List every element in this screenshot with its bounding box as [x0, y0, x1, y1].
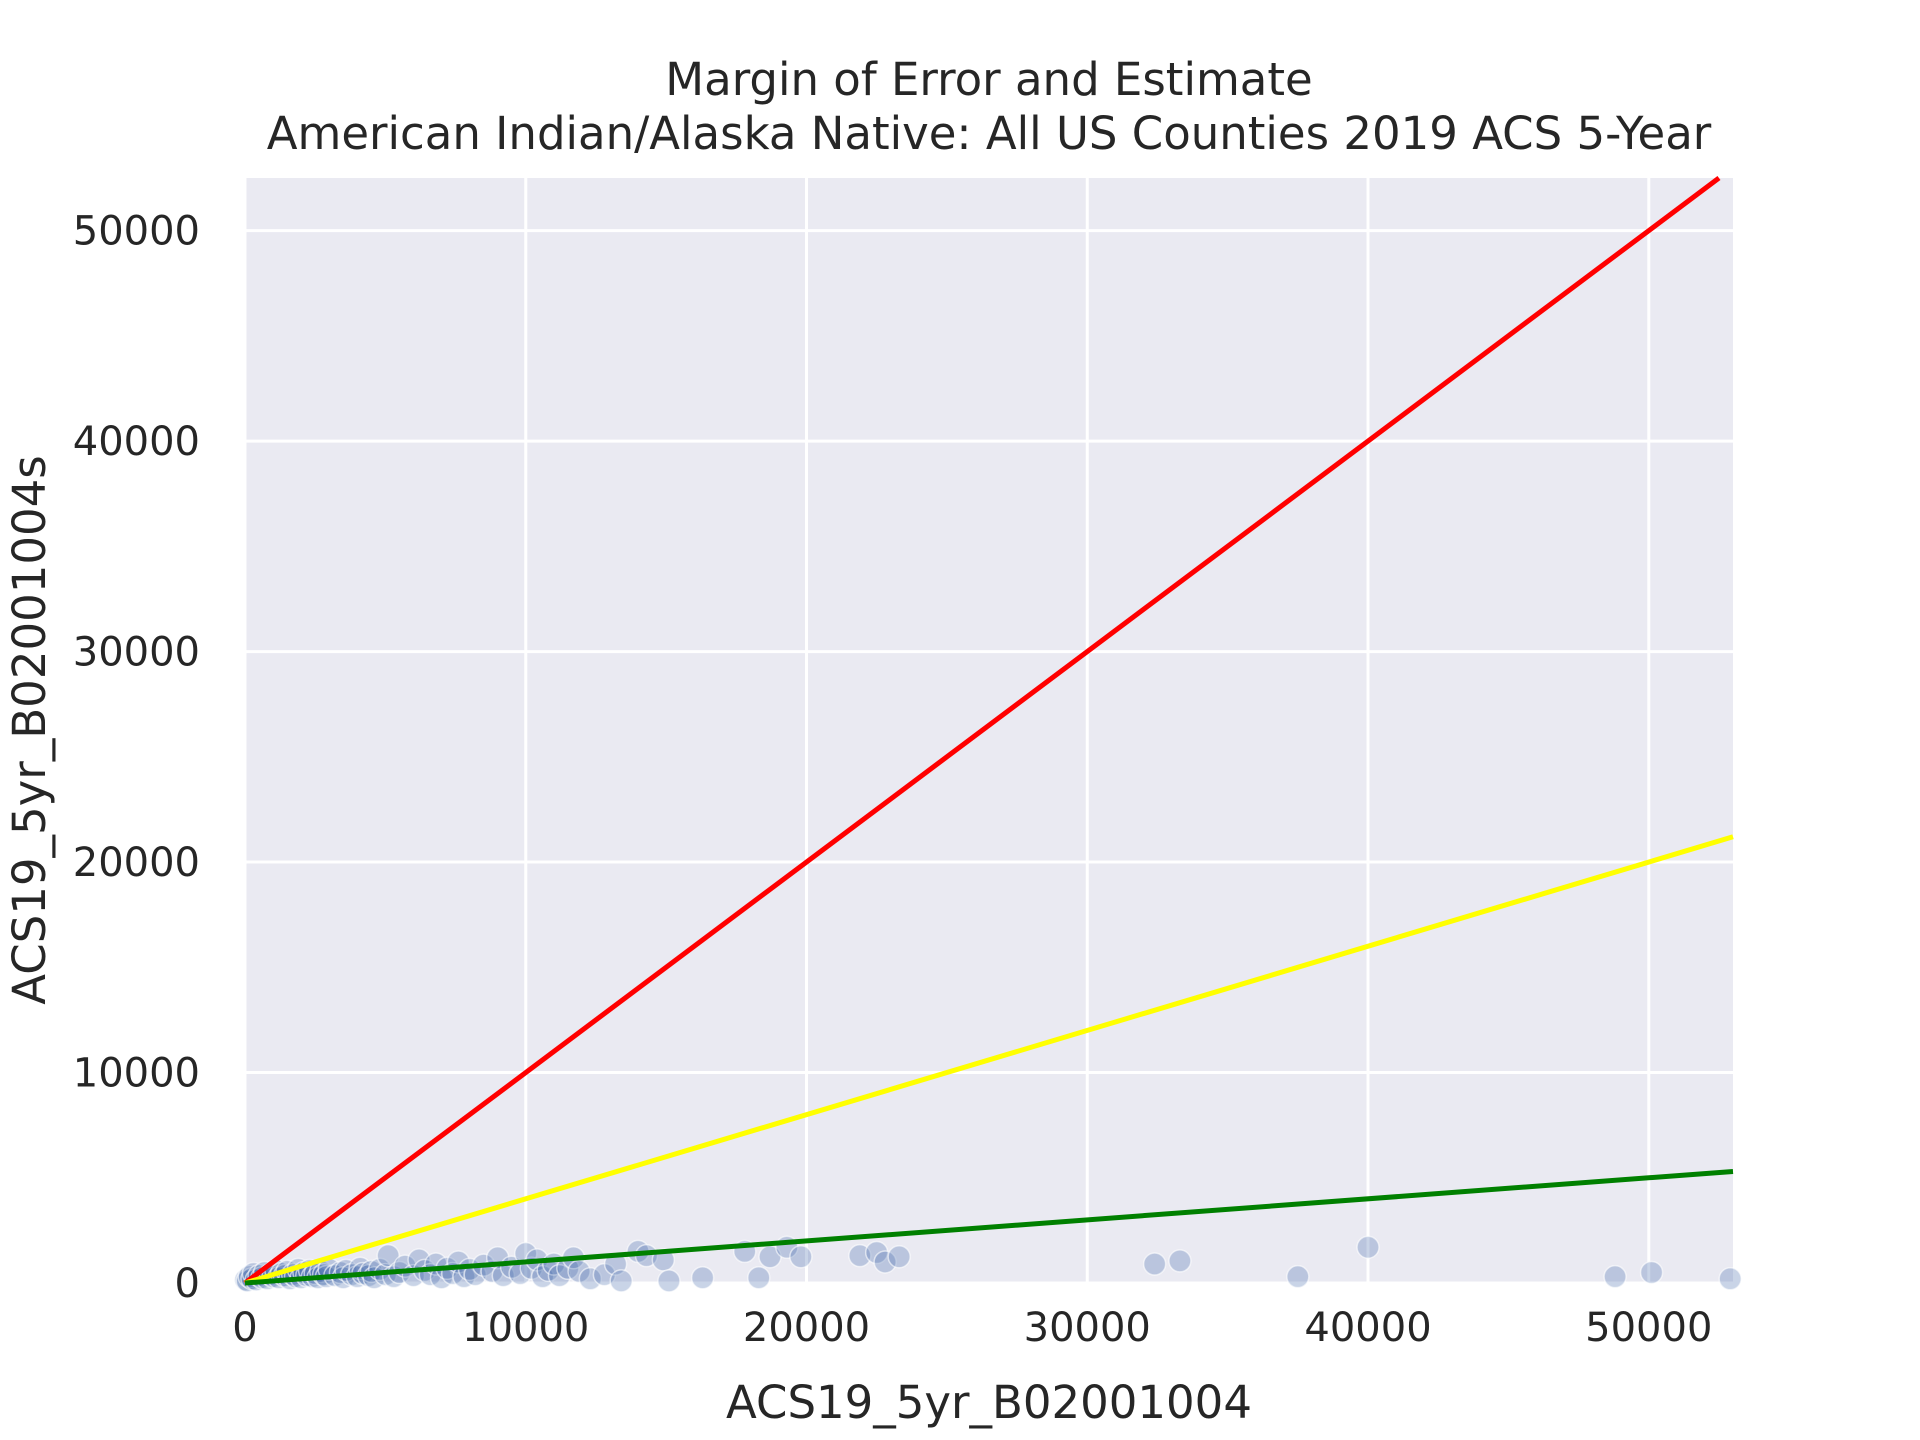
reference-line	[243, 175, 1721, 1286]
reference-lines	[243, 175, 1734, 1286]
x-tick-label: 0	[232, 1305, 257, 1351]
data-point	[1603, 1264, 1627, 1289]
data-point	[864, 1240, 889, 1265]
y-tick-label: 30000	[73, 630, 200, 676]
data-point	[1718, 1267, 1742, 1291]
x-axis: 0 10000 20000 30000 40000 50000	[232, 1305, 1712, 1351]
x-tick-label: 30000	[1024, 1305, 1151, 1351]
x-tick-label: 10000	[462, 1305, 589, 1351]
y-tick-label: 40000	[73, 419, 200, 465]
y-tick-label: 20000	[73, 840, 200, 886]
data-point	[887, 1244, 911, 1269]
data-point	[1168, 1249, 1192, 1273]
data-point	[789, 1244, 813, 1269]
x-tick-label: 50000	[1585, 1305, 1712, 1351]
x-tick-label: 40000	[1304, 1305, 1431, 1351]
reference-line	[244, 834, 1734, 1286]
y-axis-label: ACS19_5yr_B02001004s	[3, 455, 56, 1004]
chart-title: Margin of Error and Estimate	[665, 53, 1312, 106]
x-tick-label: 20000	[743, 1305, 870, 1351]
data-point	[578, 1267, 603, 1291]
data-point	[690, 1265, 715, 1290]
data-point	[609, 1269, 633, 1293]
y-axis: 0 10000 20000 30000 40000 50000	[73, 209, 200, 1307]
data-point	[1286, 1264, 1310, 1289]
data-point	[1356, 1235, 1380, 1259]
data-point	[873, 1250, 897, 1274]
y-tick-label: 50000	[73, 209, 200, 255]
grid	[243, 178, 1733, 1285]
data-point	[1639, 1260, 1664, 1285]
data-point	[657, 1269, 681, 1293]
reference-line	[244, 1168, 1734, 1286]
y-tick-label: 10000	[73, 1051, 200, 1097]
chart-subtitle: American Indian/Alaska Native: All US Co…	[267, 107, 1712, 160]
y-tick-label: 0	[175, 1261, 200, 1307]
data-point	[747, 1265, 771, 1290]
x-axis-label: ACS19_5yr_B02001004	[726, 1376, 1252, 1429]
data-point	[1142, 1252, 1167, 1276]
